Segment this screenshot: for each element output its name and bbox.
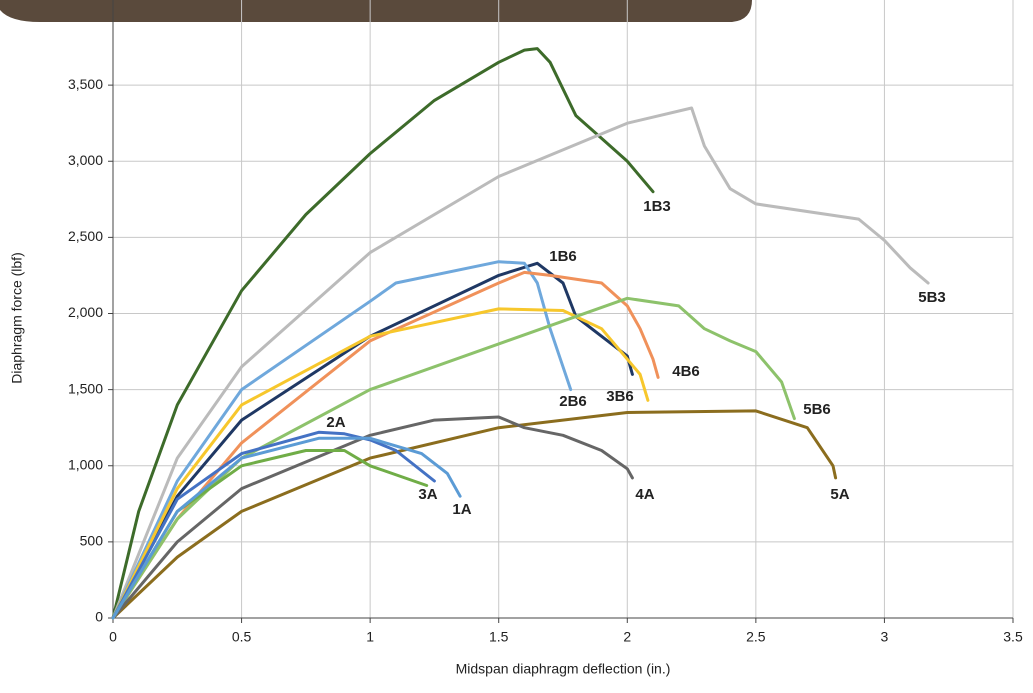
x-tick-label: 1 bbox=[366, 629, 374, 645]
series-label: 4B6 bbox=[672, 363, 700, 380]
series-line bbox=[111, 296, 796, 620]
x-axis-label: Midspan diaphragm deflection (in.) bbox=[456, 661, 671, 677]
y-tick-label: 1,500 bbox=[68, 380, 103, 396]
series-label: 1B6 bbox=[549, 248, 577, 265]
series-label: 5A bbox=[830, 486, 849, 503]
series-line bbox=[111, 409, 838, 620]
photo-strip bbox=[0, 0, 752, 22]
y-tick-label: 2,000 bbox=[68, 304, 103, 320]
y-tick-label: 3,000 bbox=[68, 152, 103, 168]
y-tick-label: 2,500 bbox=[68, 228, 103, 244]
series-line bbox=[111, 430, 436, 620]
y-tick-label: 500 bbox=[80, 533, 104, 549]
series-line bbox=[111, 307, 650, 620]
x-tick-label: 2 bbox=[623, 629, 631, 645]
series-label: 2B6 bbox=[559, 393, 587, 410]
series-label: 1B3 bbox=[643, 198, 671, 215]
series-label: 3A bbox=[418, 486, 437, 503]
y-tick-label: 3,500 bbox=[68, 76, 103, 92]
series-line bbox=[111, 415, 634, 620]
y-tick-label: 0 bbox=[95, 609, 103, 625]
series-line bbox=[111, 260, 573, 620]
series-line bbox=[111, 436, 462, 620]
series-label: 5B3 bbox=[918, 289, 946, 306]
series-line bbox=[111, 270, 660, 620]
series-label: 1A bbox=[452, 501, 471, 518]
series-label: 5B6 bbox=[803, 401, 831, 418]
series-line bbox=[111, 47, 655, 620]
x-tick-label: 3.5 bbox=[1003, 629, 1023, 645]
series-line bbox=[111, 261, 634, 620]
x-tick-label: 2.5 bbox=[746, 629, 766, 645]
x-tick-label: 0 bbox=[109, 629, 117, 645]
y-axis-label: Diaphragm force (lbf) bbox=[9, 252, 25, 384]
series-line bbox=[111, 106, 930, 620]
x-tick-label: 3 bbox=[881, 629, 889, 645]
x-tick-label: 0.5 bbox=[232, 629, 252, 645]
series-label: 3B6 bbox=[606, 388, 634, 405]
x-tick-label: 1.5 bbox=[489, 629, 509, 645]
series-label: 4A bbox=[635, 486, 654, 503]
y-tick-label: 1,000 bbox=[68, 456, 103, 472]
series-label: 2A bbox=[326, 414, 345, 431]
